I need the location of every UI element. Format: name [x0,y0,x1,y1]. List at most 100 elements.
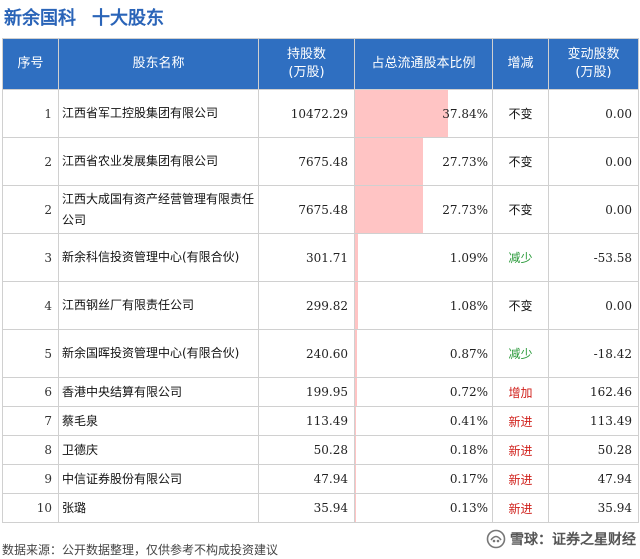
ratio-value: 0.13% [449,501,488,515]
holder-ratio: 37.84% [354,89,493,138]
holder-name: 江西省农业发展集团有限公司 [58,137,259,186]
holder-delta: -18.42 [548,329,639,378]
table-header-row: 序号 股东名称 持股数 (万股) 占总流通股本比例 增减 变动股数 (万股) [2,38,639,90]
col-header-delta-line1: 变动股数 [567,47,620,62]
holder-delta: 0.00 [548,89,639,138]
holder-name: 新余国晖投资管理中心(有限合伙) [58,329,259,378]
page-title: 新余国科 十大股东 [0,0,640,34]
holder-shares: 35.94 [258,493,355,523]
table-row: 5 新余国晖投资管理中心(有限合伙) 240.60 0.87% 减少 -18.42 [2,329,639,378]
table-row: 2 江西省农业发展集团有限公司 7675.48 27.73% 不变 0.00 [2,137,639,186]
col-header-ratio: 占总流通股本比例 [354,38,493,90]
col-header-shares: 持股数 (万股) [258,38,355,90]
holder-change: 新进 [492,493,549,523]
holder-delta: 0.00 [548,137,639,186]
top-holders-table: 序号 股东名称 持股数 (万股) 占总流通股本比例 增减 变动股数 (万股) 1… [2,38,639,523]
holder-shares: 301.71 [258,233,355,282]
holder-name: 卫德庆 [58,435,259,465]
holder-ratio: 0.87% [354,329,493,378]
holder-shares: 199.95 [258,377,355,407]
table-row: 7 蔡毛泉 113.49 0.41% 新进 113.49 [2,406,639,436]
holder-shares: 47.94 [258,464,355,494]
ratio-bar [355,330,358,377]
col-header-shares-line2: (万股) [288,65,325,80]
holder-delta: 47.94 [548,464,639,494]
holder-ratio: 0.41% [354,406,493,436]
holder-name: 张璐 [58,493,259,523]
holder-shares: 299.82 [258,281,355,330]
holder-name: 香港中央结算有限公司 [58,377,259,407]
ratio-value: 0.41% [449,414,488,428]
col-header-shares-line1: 持股数 [286,47,326,62]
holder-delta: 50.28 [548,435,639,465]
holder-rank: 2 [2,185,59,234]
table-row: 8 卫德庆 50.28 0.18% 新进 50.28 [2,435,639,465]
holder-ratio: 0.17% [354,464,493,494]
holder-ratio: 0.18% [354,435,493,465]
holder-delta: 35.94 [548,493,639,523]
holder-shares: 50.28 [258,435,355,465]
holder-change: 增加 [492,377,549,407]
holder-name: 新余科信投资管理中心(有限合伙) [58,233,259,282]
holder-rank: 7 [2,406,59,436]
col-header-name: 股东名称 [58,38,259,90]
ratio-bar [355,234,358,281]
holder-rank: 10 [2,493,59,523]
holder-change: 新进 [492,435,549,465]
section-subtitle: 十大股东 [92,8,164,29]
holder-change: 不变 [492,281,549,330]
holder-ratio: 1.08% [354,281,493,330]
holder-rank: 3 [2,233,59,282]
holder-change: 新进 [492,464,549,494]
ratio-value: 27.73% [442,154,488,169]
col-header-delta: 变动股数 (万股) [548,38,639,90]
holder-rank: 1 [2,89,59,138]
holder-delta: -53.58 [548,233,639,282]
col-header-change: 增减 [492,38,549,90]
holder-name: 蔡毛泉 [58,406,259,436]
col-header-delta-line2: (万股) [575,65,612,80]
ratio-bar [355,407,356,435]
holder-ratio: 27.73% [354,137,493,186]
holder-rank: 8 [2,435,59,465]
holder-shares: 7675.48 [258,185,355,234]
holder-delta: 0.00 [548,185,639,234]
brand-label: 雪球：证券之星财经 [510,532,636,548]
ratio-bar [355,138,423,185]
holder-delta: 162.46 [548,377,639,407]
table-row: 2 江西大成国有资产经营管理有限责任公司 7675.48 27.73% 不变 0.00 [2,185,639,234]
company-name: 新余国科 [4,8,76,29]
table-row: 9 中信证券股份有限公司 47.94 0.17% 新进 47.94 [2,464,639,494]
holder-shares: 240.60 [258,329,355,378]
holder-change: 减少 [492,233,549,282]
holder-name: 中信证券股份有限公司 [58,464,259,494]
holder-rank: 2 [2,137,59,186]
holder-ratio: 27.73% [354,185,493,234]
holder-ratio: 1.09% [354,233,493,282]
table-row: 6 香港中央结算有限公司 199.95 0.72% 增加 162.46 [2,377,639,407]
holder-change: 不变 [492,185,549,234]
ratio-value: 37.84% [442,106,488,121]
brand-watermark: 雪球：证券之星财经 [486,529,636,549]
holder-rank: 4 [2,281,59,330]
ratio-value: 1.08% [449,298,488,313]
holder-ratio: 0.13% [354,493,493,523]
ratio-value: 0.18% [449,443,488,457]
ratio-value: 0.87% [449,346,488,361]
holder-change: 不变 [492,89,549,138]
holder-shares: 7675.48 [258,137,355,186]
ratio-bar [355,186,423,233]
table-row: 3 新余科信投资管理中心(有限合伙) 301.71 1.09% 减少 -53.58 [2,233,639,282]
holder-name: 江西钢丝厂有限责任公司 [58,281,259,330]
holder-name: 江西大成国有资产经营管理有限责任公司 [58,185,259,234]
ratio-bar [355,282,358,329]
snowball-icon [486,529,506,549]
ratio-bar [355,90,448,137]
ratio-value: 1.09% [449,250,488,265]
ratio-value: 0.17% [449,472,488,486]
holder-shares: 113.49 [258,406,355,436]
holder-change: 不变 [492,137,549,186]
ratio-bar [355,378,357,406]
table-row: 4 江西钢丝厂有限责任公司 299.82 1.08% 不变 0.00 [2,281,639,330]
holder-rank: 6 [2,377,59,407]
